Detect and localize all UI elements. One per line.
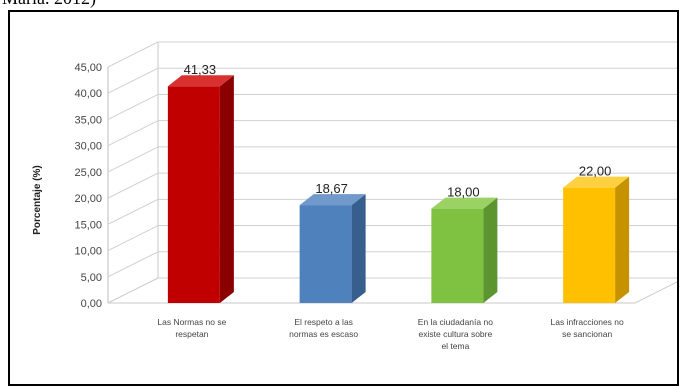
y-tick-label: 45,00 bbox=[74, 62, 102, 74]
data-label: 41,33 bbox=[184, 62, 217, 77]
bar bbox=[563, 176, 630, 303]
y-tick-label: 10,00 bbox=[74, 246, 102, 258]
bar-side-face bbox=[351, 194, 366, 303]
gridline-diagonal bbox=[107, 146, 159, 173]
x-category-label: Las infracciones no se sancionan bbox=[551, 317, 625, 339]
bar-side-face bbox=[219, 75, 234, 303]
x-category-label: El respeto a las normas es escaso bbox=[289, 317, 358, 339]
y-axis-ticks: 0,00 5,00 10,00 15,00 20,00 25,00 30,00 35,00 40… bbox=[74, 62, 102, 310]
bar-side-face bbox=[615, 176, 630, 303]
chart-frame: 0,00 5,00 10,00 15,00 20,00 25,00 30,00 35,00 40… bbox=[8, 10, 679, 386]
x-category-label: Las Normas no se respetan bbox=[157, 317, 226, 339]
bar-top-face bbox=[563, 176, 630, 188]
bar-top-face bbox=[167, 75, 234, 87]
data-labels: 41,33 18,67 18,00 22,00 bbox=[184, 62, 612, 199]
gridline-diagonal bbox=[107, 93, 159, 120]
data-label: 18,00 bbox=[447, 185, 480, 200]
gridline-diagonal bbox=[107, 120, 159, 147]
bar-front-face bbox=[167, 86, 220, 304]
bar-top-face bbox=[431, 197, 498, 209]
bar bbox=[431, 197, 498, 303]
bar bbox=[167, 75, 234, 304]
gridline-diagonal bbox=[107, 277, 159, 304]
bar bbox=[299, 194, 366, 303]
y-axis-label: Porcentaje (%) bbox=[32, 165, 43, 234]
bars bbox=[167, 75, 630, 304]
y-tick-label: 0,00 bbox=[81, 298, 102, 310]
figure-caption: María. 2012) bbox=[2, 0, 96, 9]
x-category-label: En la ciudadanía no existe cultura sobre e… bbox=[418, 317, 493, 351]
gridline-diagonal bbox=[107, 198, 159, 225]
y-tick-label: 5,00 bbox=[81, 272, 102, 284]
bar-front-face bbox=[299, 205, 352, 303]
bar-top-face bbox=[299, 194, 366, 206]
gridline-diagonal bbox=[107, 172, 159, 199]
y-tick-label: 40,00 bbox=[74, 88, 102, 100]
bar-chart: 0,00 5,00 10,00 15,00 20,00 25,00 30,00 35,00 40… bbox=[32, 41, 677, 351]
y-tick-label: 35,00 bbox=[74, 114, 102, 126]
gridline-diagonal bbox=[107, 225, 159, 252]
bar-side-face bbox=[483, 197, 498, 303]
data-label: 22,00 bbox=[579, 164, 612, 179]
y-tick-label: 20,00 bbox=[74, 193, 102, 205]
gridline-diagonal bbox=[107, 251, 159, 278]
gridline-diagonal bbox=[107, 67, 159, 94]
y-tick-label: 30,00 bbox=[74, 141, 102, 153]
y-tick-label: 15,00 bbox=[74, 219, 102, 231]
gridline-diagonal bbox=[107, 41, 159, 68]
y-tick-label: 25,00 bbox=[74, 167, 102, 179]
bar-front-face bbox=[563, 187, 616, 303]
data-label: 18,67 bbox=[315, 181, 348, 196]
x-axis-categories: Las Normas no se respetan El respeto a las… bbox=[157, 317, 624, 351]
bar-front-face bbox=[431, 208, 484, 303]
